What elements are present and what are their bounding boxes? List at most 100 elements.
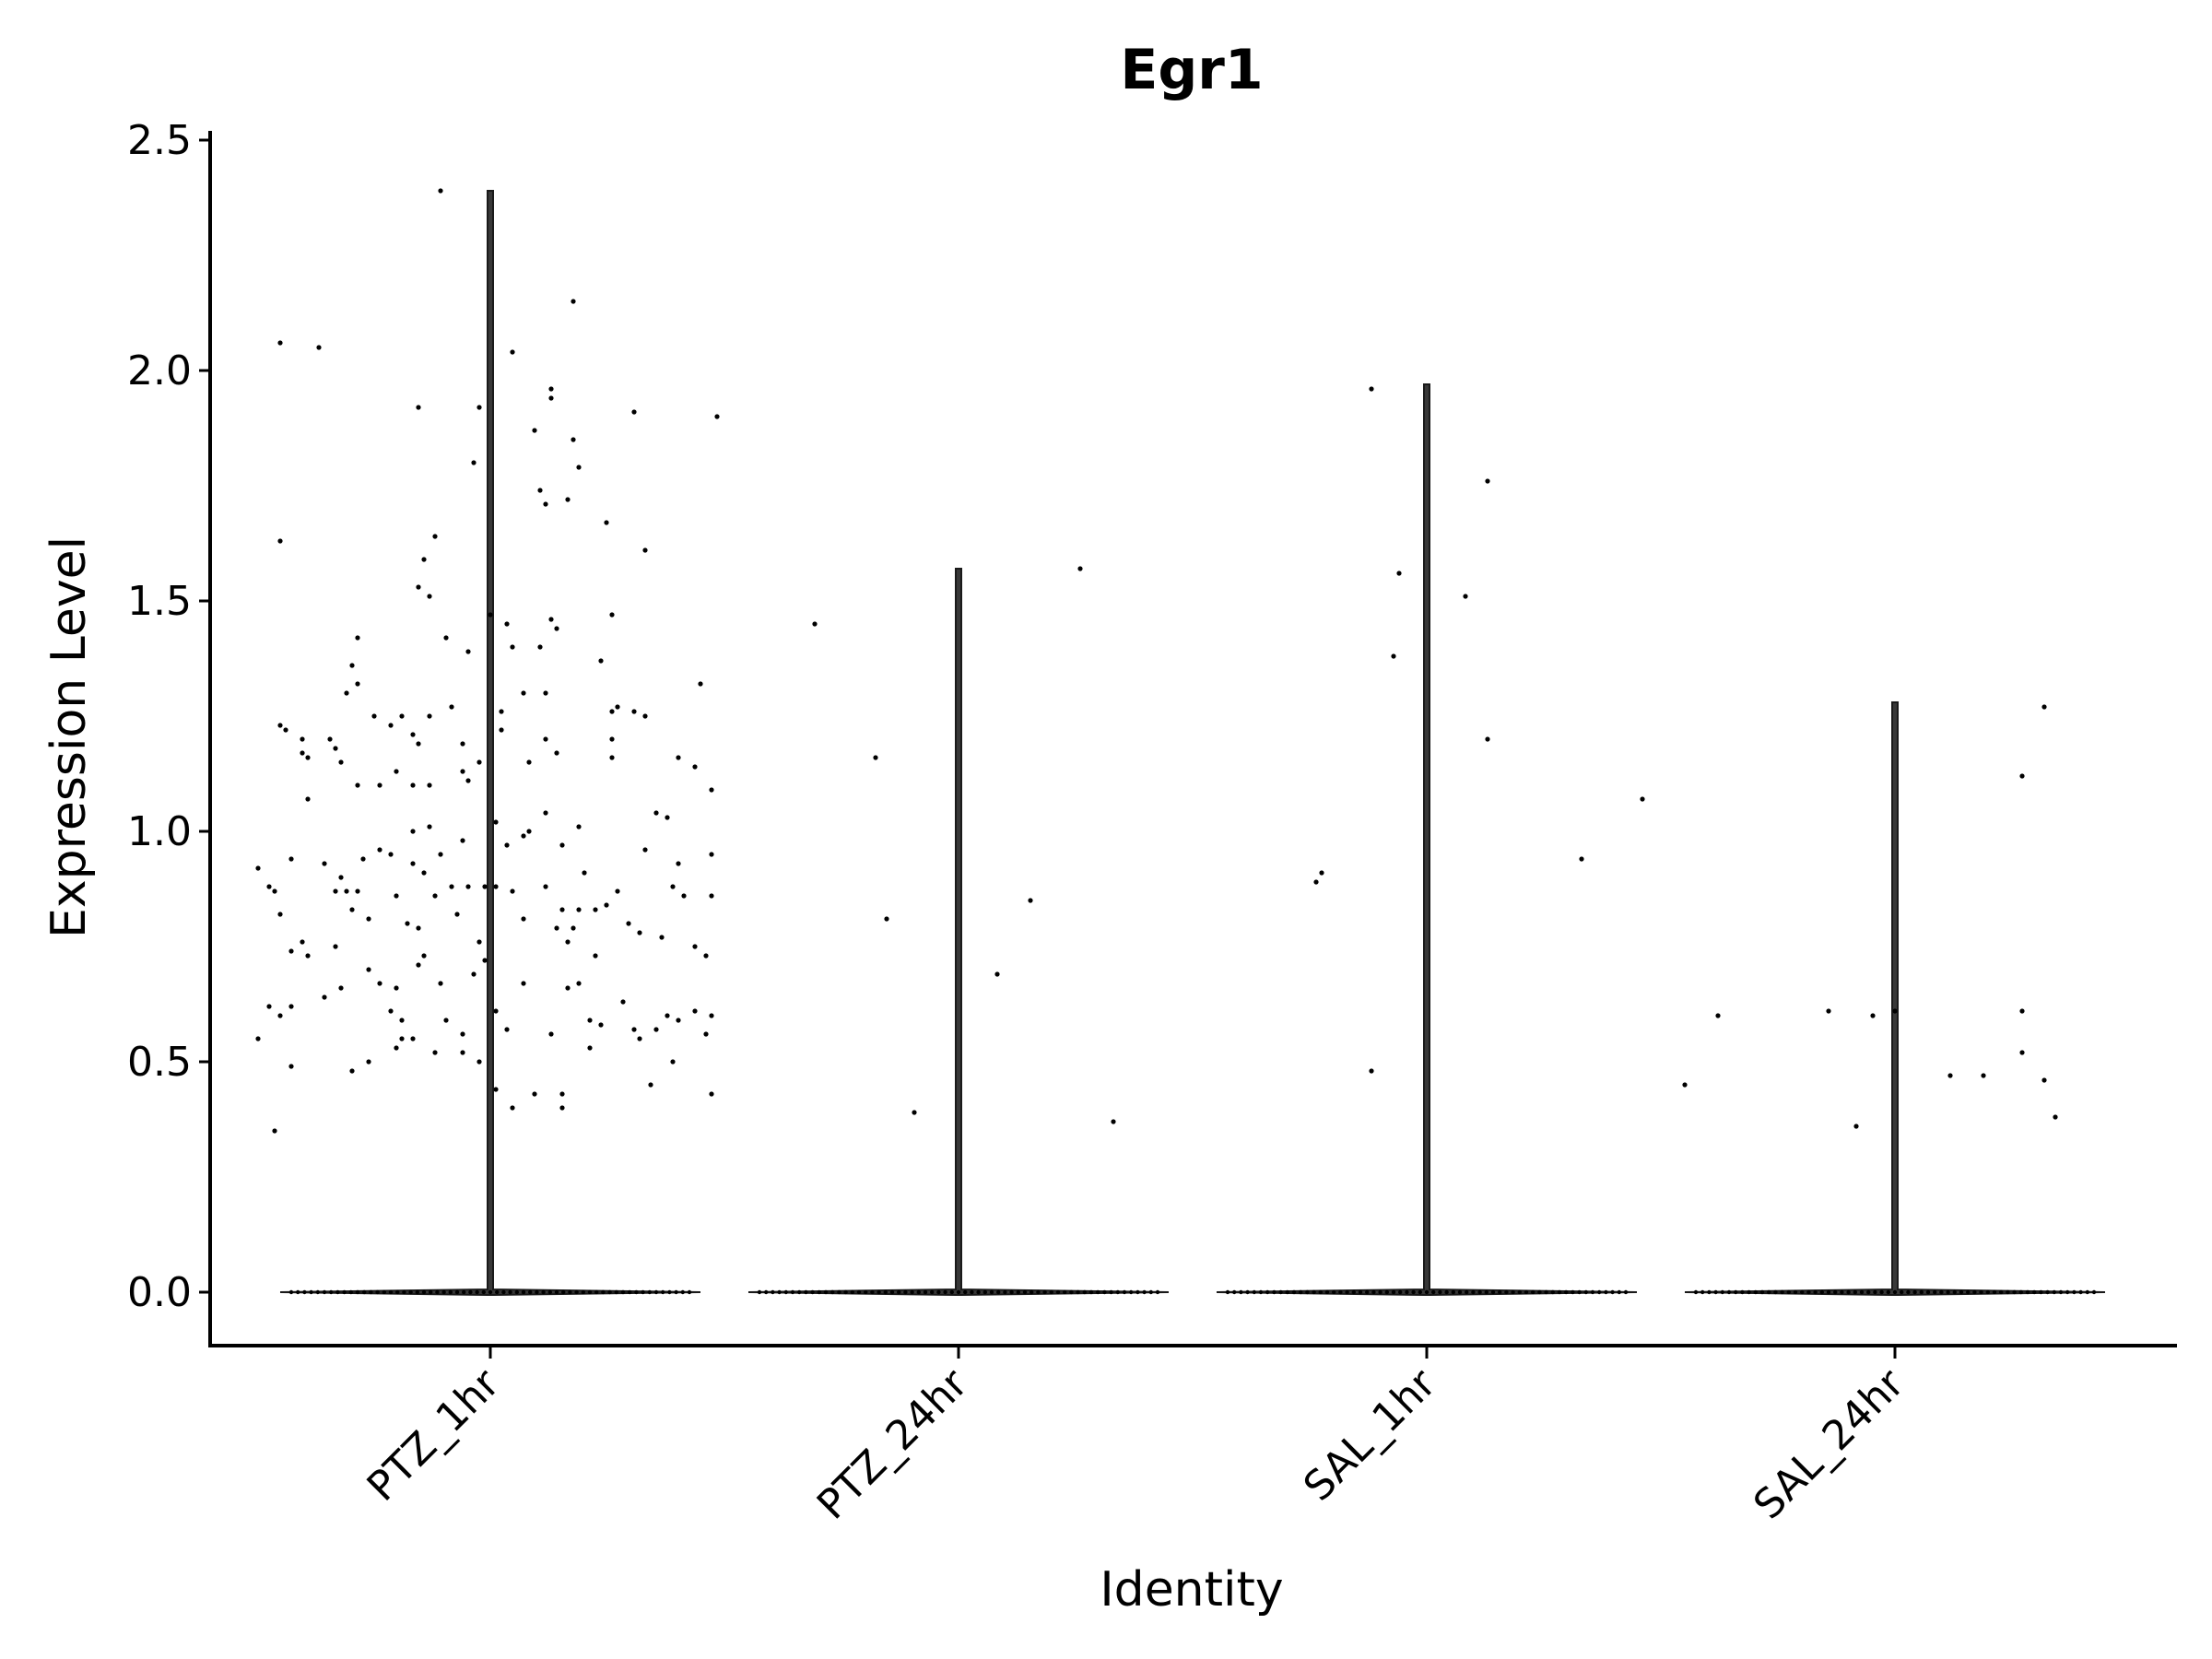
data-point (653, 1027, 659, 1032)
zero-point (1826, 1289, 1831, 1295)
zero-point (1318, 1289, 1324, 1295)
data-point (2053, 1114, 2058, 1120)
data-point (653, 810, 659, 816)
data-point (615, 888, 620, 894)
zero-point (661, 1289, 665, 1295)
data-point (288, 948, 294, 954)
data-point (388, 1008, 394, 1014)
zero-point (989, 1289, 994, 1295)
data-point (305, 755, 311, 760)
zero-point (1833, 1289, 1838, 1295)
data-point (471, 460, 477, 465)
zero-point (1096, 1289, 1100, 1295)
data-point (609, 755, 615, 760)
violin-SAL_1hr (1216, 383, 1638, 1296)
data-point (482, 884, 488, 889)
data-point (432, 893, 438, 899)
zero-point (1707, 1289, 1712, 1295)
data-point (598, 658, 604, 664)
x-axis-ticks: PTZ_1hr PTZ_24hr SAL_1hr SAL_24hr (359, 1346, 1913, 1529)
zero-point (1734, 1289, 1738, 1295)
data-point (300, 736, 305, 742)
zero-point (1919, 1289, 1924, 1295)
zero-point (1571, 1289, 1575, 1295)
zero-point (1278, 1289, 1283, 1295)
zero-point (1866, 1289, 1871, 1295)
zero-point (790, 1289, 795, 1295)
data-point (642, 847, 648, 853)
zero-point (1312, 1289, 1316, 1295)
zero-point (1819, 1289, 1825, 1295)
zero-point (1142, 1289, 1147, 1295)
data-point (288, 856, 294, 862)
zero-point (1700, 1289, 1705, 1295)
data-point (521, 690, 526, 696)
data-point (322, 994, 327, 1000)
y-tick-label: 0.5 (127, 1039, 192, 1086)
zero-point (2039, 1289, 2043, 1295)
zero-point (1550, 1289, 1556, 1295)
zero-point (653, 1289, 659, 1295)
zero-point (1517, 1289, 1523, 1295)
zero-point (402, 1289, 406, 1295)
zero-point (1457, 1289, 1463, 1295)
zero-point (963, 1289, 968, 1295)
zero-point (1484, 1289, 1489, 1295)
zero-point (757, 1289, 762, 1295)
zero-point (369, 1289, 373, 1295)
data-point (598, 1022, 604, 1028)
zero-point (620, 1289, 626, 1295)
data-point (360, 856, 366, 862)
zero-point (1003, 1289, 1007, 1295)
zero-point (864, 1289, 868, 1295)
data-point (559, 842, 565, 848)
zero-point (1305, 1289, 1310, 1295)
data-point (371, 713, 377, 719)
data-point (465, 884, 471, 889)
zero-point (830, 1289, 835, 1295)
data-point (316, 345, 322, 350)
data-point (537, 644, 543, 650)
data-point (521, 981, 526, 986)
data-point (1391, 653, 1396, 659)
data-point (670, 884, 676, 889)
data-point (676, 1018, 681, 1023)
zero-point (1740, 1289, 1745, 1295)
data-point (709, 1091, 714, 1097)
data-point (366, 967, 371, 972)
data-point (565, 939, 571, 945)
zero-point (408, 1289, 413, 1295)
zero-point (976, 1289, 981, 1295)
zero-point (1338, 1289, 1343, 1295)
data-point (1485, 736, 1490, 742)
zero-point (1564, 1289, 1569, 1295)
zero-point (1444, 1289, 1449, 1295)
data-point (587, 1018, 593, 1023)
data-point (576, 824, 582, 830)
data-point (714, 414, 720, 419)
data-point (620, 999, 626, 1005)
data-point (327, 736, 333, 742)
data-point (493, 1087, 499, 1092)
zero-point (2091, 1289, 2097, 1295)
data-point (1947, 1073, 1953, 1078)
data-point (504, 842, 510, 848)
zero-point (1900, 1289, 1904, 1295)
zero-point (296, 1289, 300, 1295)
zero-point (1049, 1289, 1054, 1295)
zero-point (1122, 1289, 1127, 1295)
data-point (1077, 566, 1083, 571)
zero-point (1332, 1289, 1336, 1295)
zero-point (856, 1289, 862, 1295)
data-point (454, 912, 460, 917)
data-point (543, 690, 548, 696)
x-axis-label: Identity (1100, 1562, 1283, 1618)
data-point (648, 1082, 653, 1088)
zero-point (614, 1289, 618, 1295)
zero-point (1148, 1289, 1154, 1295)
data-point (576, 465, 582, 470)
data-point (873, 755, 878, 760)
data-point (438, 852, 443, 857)
zero-point (1693, 1289, 1699, 1295)
data-point (488, 612, 493, 618)
